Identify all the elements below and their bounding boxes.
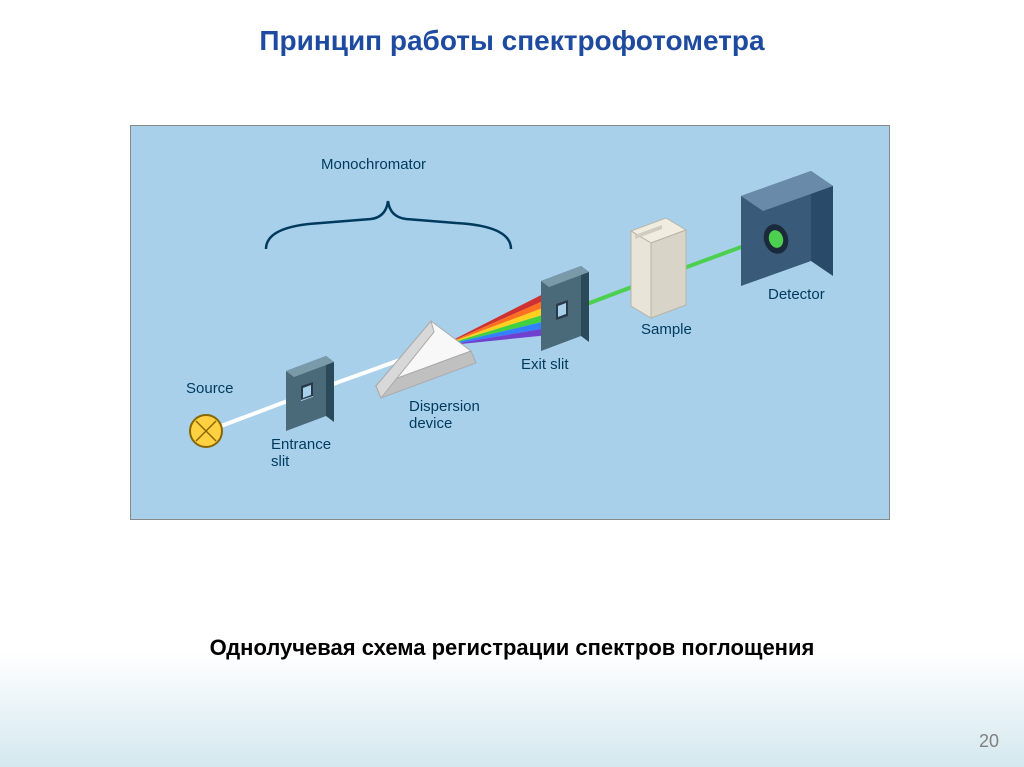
subtitle: Однолучевая схема регистрации спектров п… <box>0 635 1024 661</box>
sample-label: Sample <box>641 321 692 338</box>
diagram-panel: Monochromator <box>130 125 890 520</box>
sample-icon <box>631 218 686 318</box>
spectrophotometer-diagram <box>131 126 891 521</box>
page-number: 20 <box>979 731 999 752</box>
detector-label: Detector <box>768 286 825 303</box>
source-icon <box>190 415 222 447</box>
source-label: Source <box>186 380 234 397</box>
detector-icon <box>741 171 833 286</box>
prism-icon <box>376 321 476 398</box>
exit-slit-label: Exit slit <box>521 356 569 373</box>
dispersion-label: Dispersion device <box>409 398 480 432</box>
entrance-slit-label: Entrance slit <box>271 436 331 470</box>
exit-slit-icon <box>541 266 589 351</box>
page-title: Принцип работы спектрофотометра <box>0 0 1024 57</box>
entrance-slit-icon <box>286 356 334 431</box>
